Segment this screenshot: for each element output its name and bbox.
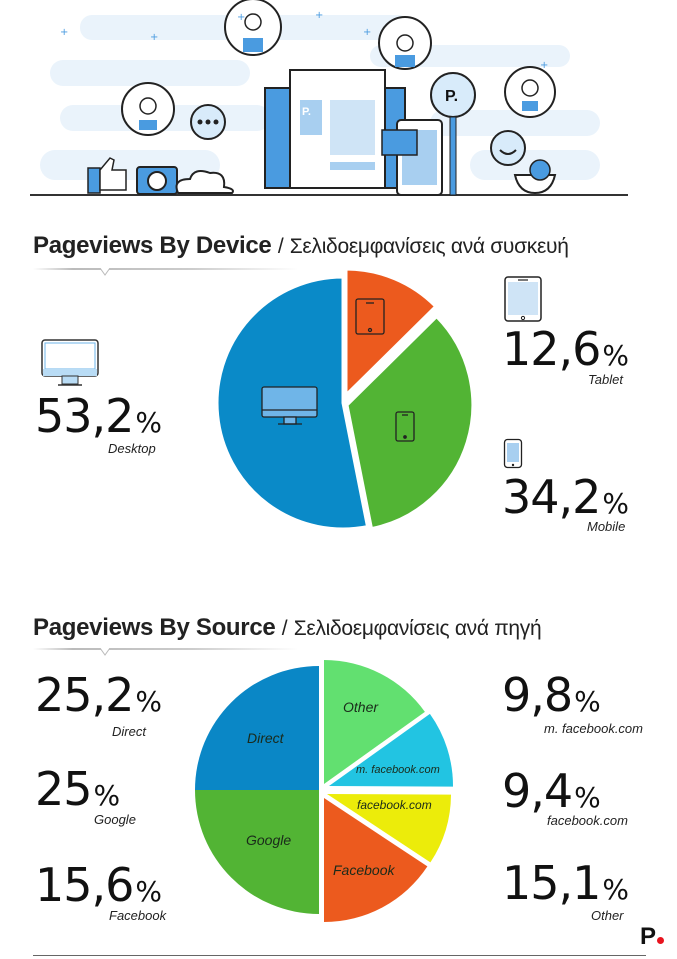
pie-tablet-icon [355, 298, 385, 335]
footer-divider [33, 955, 646, 956]
brand-logo: P [640, 925, 665, 949]
svg-text:P.: P. [445, 88, 458, 105]
m-facebook-value: 9,8% [502, 668, 601, 722]
slice-label-facebook: Facebook [333, 862, 395, 878]
slice-label-facebook-com: facebook.com [357, 798, 432, 812]
pie-slice-mobile [345, 314, 475, 531]
slice-label-other: Other [343, 699, 379, 715]
tablet-icon [504, 276, 542, 322]
slice-label-m-facebook: m. facebook.com [356, 764, 440, 776]
pie-slice-facebook [324, 798, 428, 922]
pie-slice-direct [195, 666, 319, 790]
other-value: 15,1% [502, 856, 629, 910]
pie-slice-other [324, 660, 425, 784]
title-underline [33, 268, 298, 270]
svg-text:+: + [237, 12, 245, 23]
pie-slice-tablet [344, 270, 438, 399]
other-label: Other [591, 908, 624, 923]
google-value: 25% [35, 762, 120, 816]
device-title-en: Pageviews By Device [33, 232, 272, 259]
source-title-en: Pageviews By Source [33, 614, 276, 641]
device-pie-chart [215, 270, 475, 531]
source-title-el: Σελιδοεμφανίσεις ανά πηγή [293, 617, 542, 640]
logo-red-dot [657, 937, 665, 944]
desktop-label: Desktop [108, 441, 156, 456]
svg-text:P.: P. [302, 106, 311, 118]
pie-mobile-icon [395, 411, 415, 442]
slice-label-direct: Direct [247, 730, 284, 746]
pie-slice-google [195, 790, 319, 914]
desktop-icon [41, 339, 99, 386]
svg-text:+: + [60, 27, 68, 38]
tablet-label: Tablet [588, 372, 623, 387]
mobile-label: Mobile [587, 519, 626, 534]
direct-label: Direct [112, 724, 146, 739]
underline-notch [99, 268, 111, 276]
svg-text:+: + [363, 27, 371, 38]
device-section-title: Pageviews By Device / Σελιδοεμφανίσεις α… [33, 232, 569, 260]
device-title-el: Σελιδοεμφανίσεις ανά συσκευή [289, 235, 569, 258]
title-underline [33, 648, 298, 650]
title-separator: / [277, 235, 284, 258]
slice-label-google: Google [246, 832, 292, 848]
pie-slice-m-facebook [329, 713, 454, 787]
facebook-com-value: 9,4% [502, 764, 601, 818]
facebook-com-label: facebook.com [547, 813, 628, 828]
tablet-value: 12,6% [502, 322, 629, 376]
underline-notch [99, 648, 111, 656]
facebook-label: Facebook [109, 908, 167, 923]
source-section-title: Pageviews By Source / Σελιδοεμφανίσεις α… [33, 614, 542, 642]
google-label: Google [94, 812, 136, 827]
hero-illustration: P. P. + + + + + + [30, 0, 628, 196]
desktop-value: 53,2% [35, 389, 162, 443]
svg-text:+: + [540, 60, 548, 71]
pie-slice-facebook-com [327, 794, 451, 863]
svg-text:+: + [315, 10, 323, 21]
pie-desktop-icon [261, 386, 318, 425]
source-pie-chart [195, 660, 454, 922]
mobile-icon [503, 438, 523, 469]
mobile-value: 34,2% [502, 470, 629, 524]
svg-text:+: + [150, 32, 158, 43]
title-separator: / [281, 617, 288, 640]
direct-value: 25,2% [35, 668, 162, 722]
facebook-value: 15,6% [35, 858, 162, 912]
m-facebook-label: m. facebook.com [544, 721, 643, 736]
